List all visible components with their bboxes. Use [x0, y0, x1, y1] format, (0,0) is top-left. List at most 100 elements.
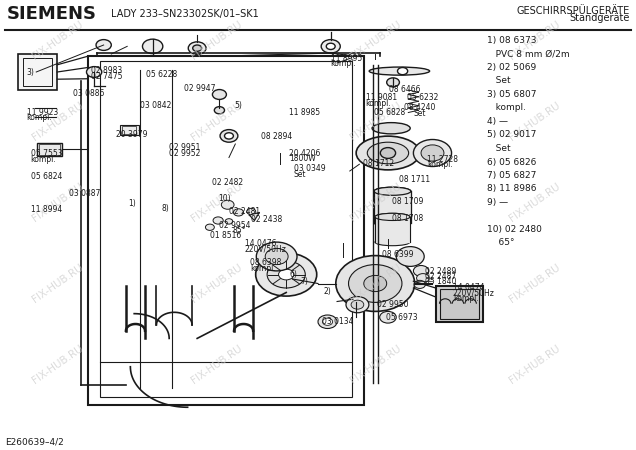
Text: 05 1840: 05 1840 [425, 277, 457, 286]
Bar [120, 125, 139, 135]
Text: FIX-HUB.RU: FIX-HUB.RU [507, 19, 562, 62]
Text: 05 6824: 05 6824 [31, 172, 62, 181]
Text: 11 8994: 11 8994 [31, 205, 62, 214]
Text: 7) 05 6827: 7) 05 6827 [487, 171, 536, 180]
Circle shape [214, 107, 225, 114]
Circle shape [417, 274, 429, 283]
Bar [18, 54, 57, 90]
Text: 65°: 65° [487, 238, 514, 248]
Text: FIX-HUB.RU: FIX-HUB.RU [189, 343, 244, 386]
Text: kompl.: kompl. [331, 59, 356, 68]
Text: 03 0842: 03 0842 [140, 101, 171, 110]
Text: 220V/50Hz: 220V/50Hz [453, 289, 495, 298]
Text: GESCHIRRSPÜLGERÄTE: GESCHIRRSPÜLGERÄTE [516, 6, 630, 16]
Circle shape [256, 242, 297, 271]
Circle shape [220, 130, 238, 142]
Text: kompl.: kompl. [31, 155, 56, 164]
Text: PVC 8 mm Ø/2m: PVC 8 mm Ø/2m [487, 50, 569, 58]
Bar [39, 144, 60, 155]
Text: 08 4240: 08 4240 [404, 104, 436, 112]
Text: 10): 10) [218, 194, 231, 203]
Text: 05 6828: 05 6828 [374, 108, 405, 117]
Text: 05 6232: 05 6232 [407, 93, 438, 102]
Circle shape [336, 256, 415, 311]
Circle shape [247, 208, 256, 215]
Text: kompl.: kompl. [487, 104, 525, 112]
Bar [88, 56, 364, 405]
Text: 1): 1) [128, 199, 136, 208]
Text: 1800W: 1800W [289, 154, 316, 163]
Text: 7): 7) [300, 277, 308, 286]
Text: FIX-HUB.RU: FIX-HUB.RU [30, 343, 85, 386]
Bar [37, 143, 62, 156]
Text: FIX-HUB.RU: FIX-HUB.RU [348, 262, 403, 305]
Circle shape [205, 224, 214, 230]
Text: kompl.: kompl. [27, 113, 52, 122]
Text: FIX-HUB.RU: FIX-HUB.RU [348, 343, 403, 386]
Text: FIX-HUB.RU: FIX-HUB.RU [30, 19, 85, 62]
Text: 05 6228: 05 6228 [146, 70, 177, 79]
Text: 02 2481: 02 2481 [229, 207, 260, 216]
Text: 8): 8) [162, 204, 169, 213]
Circle shape [256, 253, 317, 296]
Text: 3): 3) [27, 68, 34, 76]
Text: 02 9952: 02 9952 [169, 148, 200, 157]
Text: FIX-HUB.RU: FIX-HUB.RU [507, 262, 562, 305]
Circle shape [225, 219, 233, 224]
Circle shape [322, 318, 333, 325]
Text: 14 0476: 14 0476 [245, 239, 277, 248]
Text: FIX-HUB.RU: FIX-HUB.RU [189, 181, 244, 224]
Text: 03 0887: 03 0887 [69, 189, 100, 198]
Text: 85°: 85° [232, 226, 245, 235]
Text: 02 7475: 02 7475 [91, 72, 123, 81]
Text: 08 1708: 08 1708 [392, 214, 424, 223]
Text: LADY 233–SN23302SK/01–SK1: LADY 233–SN23302SK/01–SK1 [111, 9, 259, 19]
Bar [122, 126, 136, 134]
Circle shape [279, 269, 294, 280]
Text: FIX-HUB.RU: FIX-HUB.RU [507, 343, 562, 386]
Text: 6) 05 6826: 6) 05 6826 [487, 158, 536, 166]
Text: 20 3979: 20 3979 [116, 130, 148, 139]
Text: FIX-HUB.RU: FIX-HUB.RU [189, 19, 244, 62]
Text: 02 2438: 02 2438 [251, 215, 282, 224]
Text: 11 8985: 11 8985 [289, 108, 321, 117]
Text: FIX-HUB.RU: FIX-HUB.RU [189, 262, 244, 305]
Text: 02 2487: 02 2487 [425, 272, 457, 281]
Circle shape [321, 40, 340, 53]
Ellipse shape [375, 213, 410, 220]
Circle shape [414, 280, 425, 288]
Bar [436, 286, 483, 322]
Circle shape [349, 265, 402, 302]
Circle shape [193, 45, 202, 51]
Text: kompl.: kompl. [453, 294, 478, 303]
Text: 05 7553: 05 7553 [31, 149, 62, 158]
Text: 14 0474: 14 0474 [453, 284, 485, 292]
Circle shape [421, 145, 444, 161]
Bar [23, 58, 52, 86]
Text: FIX-HUB.RU: FIX-HUB.RU [507, 181, 562, 224]
Bar [100, 61, 352, 397]
Text: 03 0886: 03 0886 [73, 89, 104, 98]
Text: FIX-HUB.RU: FIX-HUB.RU [30, 262, 85, 305]
Polygon shape [249, 212, 259, 220]
Text: 20 4206: 20 4206 [289, 148, 321, 157]
Ellipse shape [374, 187, 411, 195]
Text: 8) 11 8986: 8) 11 8986 [487, 184, 536, 194]
Text: 03 0134: 03 0134 [322, 317, 354, 326]
Circle shape [213, 217, 223, 224]
Text: 08 1709: 08 1709 [392, 197, 424, 206]
Text: 2) 02 5069: 2) 02 5069 [487, 63, 536, 72]
Circle shape [351, 300, 364, 309]
Text: 02 9950: 02 9950 [377, 300, 408, 309]
Text: 5) 02 9017: 5) 02 9017 [487, 130, 536, 140]
Circle shape [142, 39, 163, 54]
Text: 08 1711: 08 1711 [399, 175, 430, 184]
Text: 5): 5) [234, 101, 242, 110]
Text: Set: Set [294, 170, 307, 179]
Text: kompl.: kompl. [366, 99, 391, 108]
Ellipse shape [374, 219, 411, 227]
Text: 08 2894: 08 2894 [261, 132, 292, 141]
Circle shape [396, 247, 424, 266]
Text: 03 0349: 03 0349 [294, 164, 326, 173]
Text: 11 2728: 11 2728 [427, 155, 459, 164]
